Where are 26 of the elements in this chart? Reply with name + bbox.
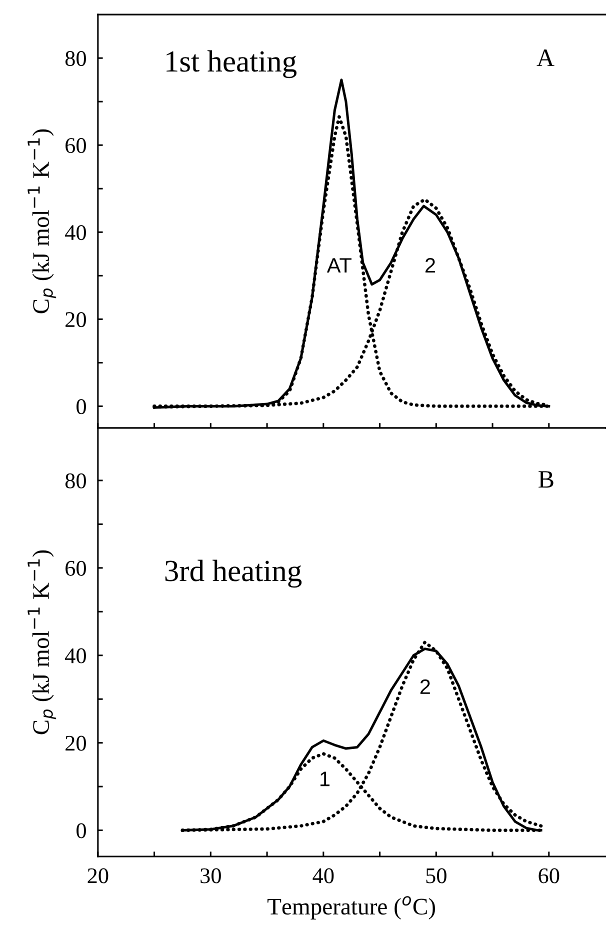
x-tick-label: 40 [312, 868, 334, 884]
annotation: 2 [420, 679, 430, 694]
y-tick-label: 0 [76, 823, 86, 838]
x-tick-label: 20 [88, 868, 108, 884]
annotation: 3rd heating [165, 560, 302, 588]
y-tick-label: 40 [65, 648, 86, 664]
annotation: 1 [320, 772, 330, 786]
y-tick-label: 20 [66, 736, 86, 751]
x-tick-label: 60 [538, 868, 560, 884]
annotation: B [538, 471, 554, 488]
y-tick-label: 20 [66, 312, 86, 328]
y-tick-label: 80 [65, 473, 86, 488]
x-tick-label: 50 [426, 868, 446, 884]
y-tick-label: 60 [66, 138, 86, 154]
annotation: 1st heating [166, 50, 297, 78]
y-axis-title: C$_{p}$ (kJ mol$^{−1}$ K$^{−1}$) [28, 550, 56, 734]
x-axis-title: Temperature ($^{o}$C) [267, 896, 435, 920]
y-axis-title: C$_{p}$ (kJ mol$^{−1}$ K$^{−1}$) [28, 129, 56, 314]
y-tick-label: 80 [65, 51, 86, 66]
x-tick-label: 30 [200, 868, 221, 884]
annotation: AT [326, 258, 352, 273]
annotation: A [536, 50, 554, 66]
annotation: 2 [425, 258, 435, 273]
y-tick-label: 60 [66, 560, 86, 576]
y-tick-label: 40 [65, 225, 86, 240]
y-tick-label: 0 [76, 399, 86, 414]
